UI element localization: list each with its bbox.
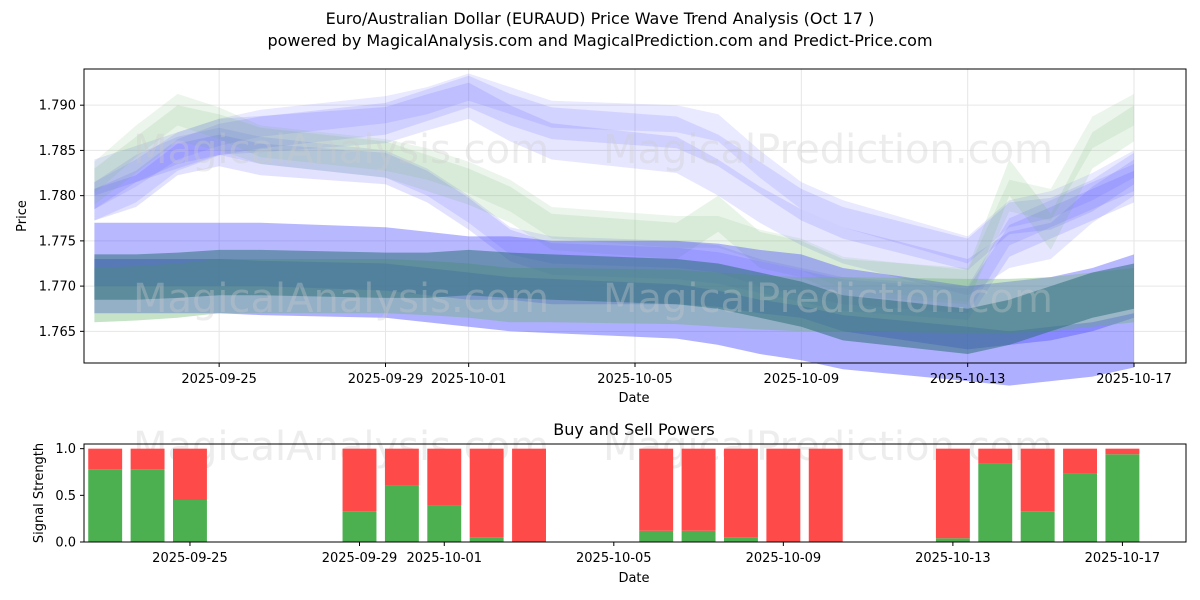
price-band bbox=[94, 75, 1134, 271]
price-x-ticks: 2025-09-25 2025-09-29 2025-10-01 2025-10-05… bbox=[181, 363, 1172, 387]
price-y-tick-label: 1.785 bbox=[39, 144, 76, 159]
buy-bar bbox=[978, 463, 1013, 542]
price-x-tick-label: 2025-10-05 bbox=[597, 372, 673, 387]
sell-bar bbox=[1105, 448, 1140, 455]
watermark-left-mid: MagicalAnalysis.com bbox=[133, 276, 549, 322]
chart-title: Euro/Australian Dollar (EURAUD) Price Wa… bbox=[325, 9, 875, 28]
signal-x-tick-label: 2025-10-17 bbox=[1085, 551, 1161, 566]
buy-bar bbox=[681, 530, 716, 542]
signal-x-tick-label: 2025-10-09 bbox=[746, 551, 822, 566]
buy-bar bbox=[88, 469, 123, 542]
price-band bbox=[94, 105, 1134, 305]
price-band bbox=[94, 127, 1134, 314]
buy-bar bbox=[173, 500, 207, 542]
signal-x-tick-label: 2025-10-01 bbox=[406, 551, 482, 566]
price-y-tick-label: 1.790 bbox=[39, 99, 76, 114]
signal-y-ticks: 0.0 0.5 1.0 bbox=[55, 442, 84, 551]
signal-x-tick-label: 2025-09-29 bbox=[322, 551, 398, 566]
buy-bar bbox=[1063, 473, 1097, 542]
price-band bbox=[94, 249, 1134, 354]
price-x-tick-label: 2025-10-13 bbox=[930, 372, 1006, 387]
signal-plot-frame bbox=[83, 443, 1187, 543]
sell-bar bbox=[808, 448, 843, 542]
sell-bar bbox=[1020, 448, 1055, 512]
price-x-tick-label: 2025-09-25 bbox=[181, 372, 257, 387]
sell-bar bbox=[681, 448, 716, 531]
sell-bar bbox=[639, 448, 674, 531]
sell-bar bbox=[512, 448, 546, 542]
signal-x-tick-label: 2025-10-13 bbox=[915, 551, 991, 566]
sell-bar bbox=[978, 448, 1013, 464]
price-x-tick-label: 2025-10-17 bbox=[1096, 372, 1172, 387]
price-y-axis-label: Price bbox=[15, 200, 30, 232]
buy-bar bbox=[469, 537, 504, 542]
sell-bar bbox=[130, 448, 165, 470]
buy-bar bbox=[724, 537, 758, 542]
signal-x-tick-label: 2025-10-05 bbox=[576, 551, 652, 566]
signal-panel: Buy and Sell Powers MagicalAnalysis.com … bbox=[32, 420, 1187, 586]
price-band bbox=[94, 82, 1134, 296]
buy-bar bbox=[427, 505, 462, 542]
buy-bar bbox=[130, 469, 165, 542]
signal-y-tick-label: 0.0 bbox=[55, 536, 76, 551]
price-band bbox=[94, 93, 1134, 302]
signal-x-ticks: 2025-09-25 2025-09-29 2025-10-01 2025-10-05… bbox=[152, 542, 1160, 566]
buy-bar bbox=[1020, 511, 1055, 542]
price-bands bbox=[94, 73, 1134, 386]
watermark-right-mid: MagicalPrediction.com bbox=[603, 276, 1053, 322]
sell-bar bbox=[342, 448, 377, 512]
sell-bar bbox=[469, 448, 504, 538]
price-y-tick-label: 1.765 bbox=[39, 325, 76, 340]
signal-y-tick-label: 0.5 bbox=[55, 489, 76, 504]
watermark-left-top: MagicalAnalysis.com bbox=[133, 127, 549, 173]
signal-y-axis-label: Signal Strength bbox=[32, 443, 47, 543]
price-y-tick-label: 1.770 bbox=[39, 280, 76, 295]
buy-bar bbox=[342, 511, 377, 542]
price-x-tick-label: 2025-10-09 bbox=[764, 372, 840, 387]
sell-bar bbox=[724, 448, 758, 538]
buy-bar bbox=[639, 530, 674, 542]
sell-bar bbox=[766, 448, 801, 542]
signal-y-tick-label: 1.0 bbox=[55, 442, 76, 457]
price-x-tick-label: 2025-09-29 bbox=[348, 372, 424, 387]
buy-bar bbox=[1105, 454, 1140, 542]
chart-subtitle: powered by MagicalAnalysis.com and Magic… bbox=[267, 31, 933, 50]
price-y-ticks: 1.765 1.770 1.775 1.780 1.785 1.790 bbox=[39, 99, 84, 340]
signal-x-axis-label: Date bbox=[618, 571, 649, 586]
sell-bar bbox=[427, 448, 462, 506]
price-y-tick-label: 1.775 bbox=[39, 234, 76, 249]
signal-x-tick-label: 2025-09-25 bbox=[152, 551, 228, 566]
sell-bar bbox=[173, 448, 207, 500]
sell-bar bbox=[935, 448, 970, 539]
price-panel: MagicalAnalysis.com MagicalPrediction.co… bbox=[15, 68, 1187, 406]
sell-bar bbox=[1063, 448, 1097, 474]
sell-bar bbox=[88, 448, 123, 470]
price-band bbox=[94, 134, 1134, 320]
price-x-tick-label: 2025-10-01 bbox=[431, 372, 507, 387]
price-y-tick-label: 1.780 bbox=[39, 189, 76, 204]
price-x-axis-label: Date bbox=[618, 391, 649, 406]
price-band bbox=[94, 73, 1134, 264]
watermark-right-top: MagicalPrediction.com bbox=[603, 127, 1053, 173]
signal-title: Buy and Sell Powers bbox=[553, 420, 715, 439]
buy-bar bbox=[935, 538, 970, 542]
signal-bars bbox=[88, 448, 1140, 542]
buy-bar bbox=[384, 485, 419, 542]
sell-bar bbox=[384, 448, 419, 486]
